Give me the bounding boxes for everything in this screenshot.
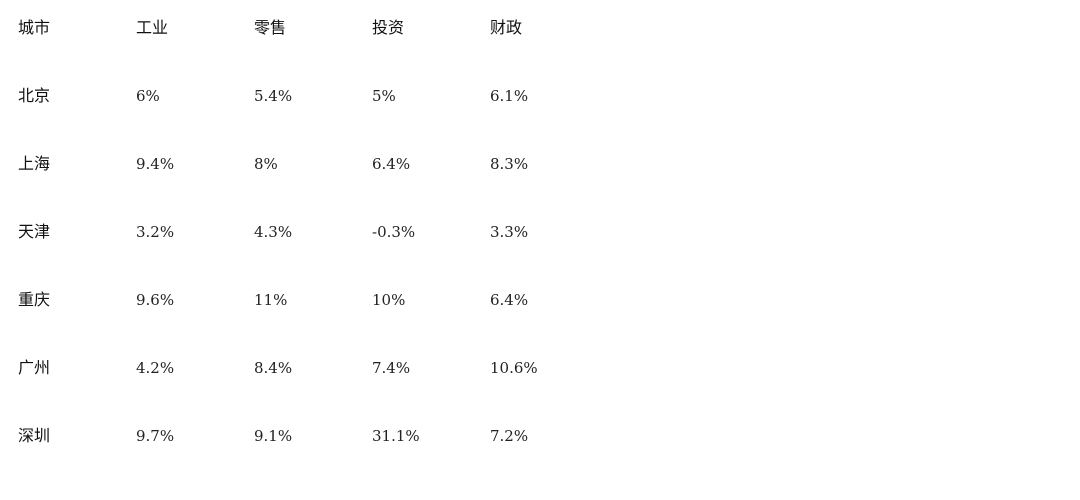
column-header: 工业 [136,18,169,37]
table-row: 北京 6% 5.4% 5% 6.1% [18,68,618,136]
table-row: 重庆 9.6% 11% 10% 6.4% [18,272,618,340]
value-cell: 8.3% [490,155,529,173]
value-cell: 7.2% [490,427,529,445]
value-cell: 3.3% [490,223,529,241]
table-row: 天津 3.2% 4.3% -0.3% 3.3% [18,204,618,272]
value-cell: 4.3% [254,223,293,241]
value-cell: 6.4% [372,155,411,173]
value-cell: 11% [254,291,288,309]
value-cell: 3.2% [136,223,175,241]
value-cell: 6.4% [490,291,529,309]
value-cell: 10% [372,291,406,309]
column-header: 财政 [490,18,523,37]
data-table: 城市 工业 零售 投资 财政北京 6% 5.4% 5% 6.1% 上海 9.4% 8% 6.4% 8.3%… [18,0,1080,500]
city-cell: 深圳 [18,426,51,445]
value-cell: 5.4% [254,87,293,105]
value-cell: 9.1% [254,427,293,445]
city-cell: 上海 [18,154,51,173]
table-row: 广州 4.2% 8.4% 7.4% 10.6% [18,340,618,408]
value-cell: 9.4% [136,155,175,173]
column-header: 零售 [254,18,287,37]
table-row: 上海 9.4% 8% 6.4% 8.3% [18,136,618,204]
value-cell: 8% [254,155,278,173]
value-cell: 8.4% [254,359,293,377]
value-cell: 6% [136,87,160,105]
value-cell: 9.7% [136,427,175,445]
column-header: 投资 [372,18,405,37]
value-cell: 4.2% [136,359,175,377]
city-cell: 北京 [18,86,51,105]
city-cell: 广州 [18,358,51,377]
value-cell: 7.4% [372,359,411,377]
city-cell: 重庆 [18,290,51,309]
value-cell: 10.6% [490,359,538,377]
column-header: 城市 [18,18,51,37]
value-cell: 31.1% [372,427,420,445]
value-cell: 6.1% [490,87,529,105]
value-cell: 9.6% [136,291,175,309]
value-cell: -0.3% [372,223,416,241]
city-cell: 天津 [18,222,51,241]
header-row: 城市 工业 零售 投资 财政 [18,0,618,68]
table-row: 深圳 9.7% 9.1% 31.1% 7.2% [18,408,618,476]
value-cell: 5% [372,87,396,105]
